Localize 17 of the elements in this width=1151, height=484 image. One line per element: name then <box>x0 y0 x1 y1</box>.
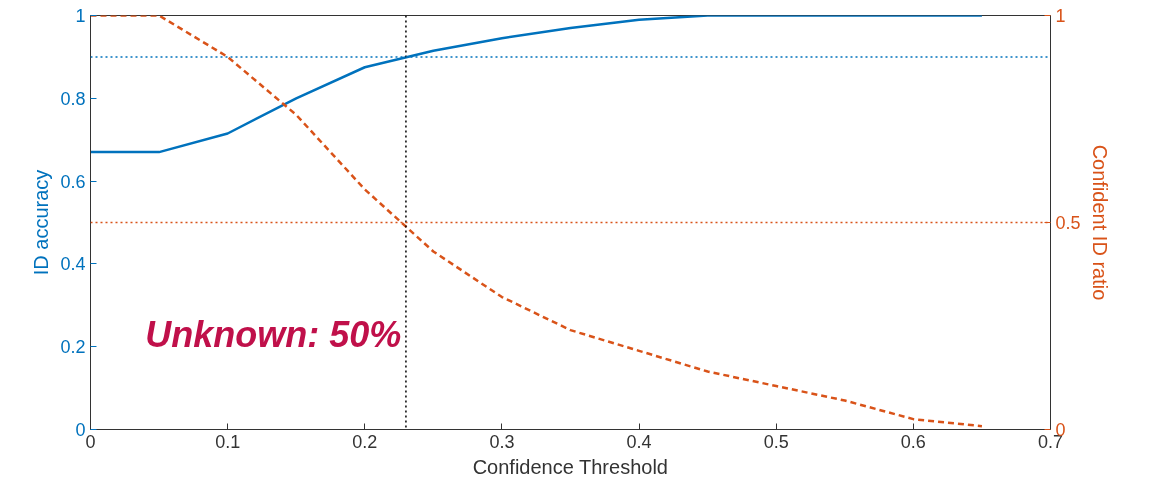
y-tick-label: 0.8 <box>60 88 86 109</box>
x-tick-label: 0.1 <box>215 431 241 452</box>
y-tick-label: 0.4 <box>60 254 86 275</box>
y2-tick-label: 0.5 <box>1055 213 1081 233</box>
y2-tick-label: 1 <box>1055 6 1066 26</box>
x-axis-title: Confidence Threshold <box>472 455 668 478</box>
y-tick-label: 0.2 <box>60 337 86 358</box>
y2-axis-title: Confident ID ratio <box>1088 144 1111 301</box>
y-axis-title: ID accuracy <box>30 169 53 276</box>
annotation: Unknown: 50% <box>145 313 402 355</box>
x-tick-label: 0.3 <box>489 431 515 452</box>
y-tick-label: 0.6 <box>60 171 86 192</box>
x-tick-label: 0.6 <box>900 431 926 452</box>
y-tick-label: 1 <box>75 6 86 26</box>
x-tick-label: 0.4 <box>626 431 652 452</box>
x-tick-label: 0.5 <box>763 431 789 452</box>
x-tick-label: 0.2 <box>352 431 378 452</box>
